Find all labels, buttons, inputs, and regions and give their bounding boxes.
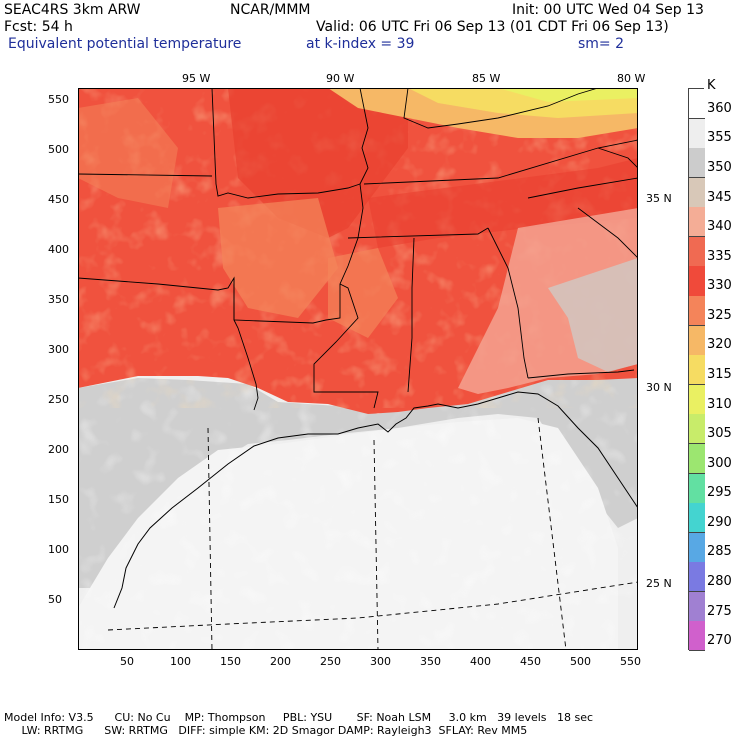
y-tick-label: 350 (48, 293, 69, 306)
map-frame (78, 88, 638, 650)
y-tick-label: 450 (48, 193, 69, 206)
colorbar-swatch (689, 443, 705, 475)
y-tick-label: 150 (48, 493, 69, 506)
graticule (107, 417, 638, 650)
colorbar-swatch (689, 89, 705, 120)
colorbar-swatch (689, 562, 705, 593)
colorbar-swatch (689, 621, 705, 652)
y-tick-label: 250 (48, 393, 69, 406)
colorbar-label: 345 (707, 189, 732, 205)
colorbar-label: 290 (707, 514, 732, 530)
x-tick-label: 350 (420, 655, 441, 668)
colorbar-label: 285 (707, 544, 732, 560)
colorbar-swatch (689, 266, 705, 297)
colorbar-label: 340 (707, 219, 732, 235)
colorbar-label: 315 (707, 367, 732, 382)
state-boundaries (78, 88, 638, 411)
colorbar-swatch (689, 384, 705, 415)
valid-time: Valid: 06 UTC Fri 06 Sep 13 (01 CDT Fri … (316, 19, 669, 35)
x-tick-label: 250 (320, 655, 341, 668)
x-tick-label: 500 (570, 655, 591, 668)
level-index: at k-index = 39 (306, 36, 415, 52)
unit-label: K (707, 78, 716, 93)
colorbar-swatch (689, 325, 705, 356)
orange-patch (218, 198, 338, 318)
x-tick-label: 200 (270, 655, 291, 668)
colorbar-label: 275 (707, 603, 732, 619)
colorbar-label: 355 (707, 130, 732, 146)
colorbar-swatch (689, 118, 705, 149)
colorbar-label: 305 (707, 426, 732, 442)
dark-red-patch (228, 88, 408, 238)
colorbar-swatch (689, 473, 705, 504)
x-tick-label: 550 (620, 655, 641, 668)
orange-patch (78, 98, 178, 208)
x-tick-label: 450 (520, 655, 541, 668)
colorbar-swatch (689, 414, 705, 445)
forecast-hour: Fcst: 54 h (4, 19, 73, 35)
colorbar-label: 270 (707, 633, 732, 649)
colorbar-swatch (689, 148, 705, 179)
dark-red-patch (368, 158, 638, 248)
colorbar-label: 325 (707, 307, 732, 323)
org-label: NCAR/MMM (230, 2, 311, 18)
colorbar (688, 88, 705, 652)
field-name: Equivalent potential temperature (8, 36, 242, 52)
colorbar-label: 300 (707, 455, 732, 471)
map-plot (78, 88, 638, 650)
colorbar-swatch (689, 355, 705, 386)
colorbar-label: 335 (707, 248, 732, 264)
colorbar-label: 310 (707, 396, 732, 412)
y-tick-label: 300 (48, 343, 69, 356)
model-info-line2: LW: RRTMG SW: RRTMG DIFF: simple KM: 2D … (4, 724, 528, 737)
x-tick-label: 300 (370, 655, 391, 668)
lon-label: 85 W (472, 72, 501, 85)
lat-label: 30 N (646, 381, 672, 394)
lon-label: 90 W (326, 72, 355, 85)
colorbar-swatch (689, 591, 705, 622)
init-time: Init: 00 UTC Wed 04 Sep 13 (512, 2, 704, 18)
colorbar-swatch (689, 532, 705, 563)
colorbar-label: 360 (707, 100, 732, 116)
model-info-line1: Model Info: V3.5 CU: No Cu MP: Thompson … (4, 711, 594, 724)
colorbar-label: 280 (707, 574, 732, 590)
smoothing: sm= 2 (578, 36, 625, 52)
grey-se (548, 258, 638, 372)
y-tick-label: 200 (48, 443, 69, 456)
x-tick-label: 50 (120, 655, 134, 668)
x-tick-label: 100 (170, 655, 191, 668)
y-tick-label: 50 (48, 593, 62, 606)
y-tick-label: 100 (48, 543, 69, 556)
pale-yellow-band (498, 88, 638, 102)
x-tick-label: 400 (470, 655, 491, 668)
lat-label: 25 N (646, 577, 672, 590)
y-tick-label: 400 (48, 243, 69, 256)
lon-label: 80 W (617, 72, 646, 85)
colorbar-label: 330 (707, 278, 732, 294)
colorbar-swatch (689, 207, 705, 238)
colorbar-label: 320 (707, 337, 732, 353)
colorbar-swatch (689, 296, 705, 327)
y-tick-label: 550 (48, 93, 69, 106)
x-tick-label: 150 (220, 655, 241, 668)
colorbar-swatch (689, 177, 705, 208)
colorbar-label: 295 (707, 485, 732, 501)
colorbar-swatch (689, 503, 705, 534)
colorbar-swatch (689, 236, 705, 267)
y-tick-label: 500 (48, 143, 69, 156)
orange-patch (328, 248, 398, 338)
coastline (113, 391, 638, 609)
lat-label: 35 N (646, 192, 672, 205)
colorbar-label: 350 (707, 159, 732, 175)
lon-label: 95 W (182, 72, 211, 85)
model-title: SEAC4RS 3km ARW (4, 2, 141, 18)
